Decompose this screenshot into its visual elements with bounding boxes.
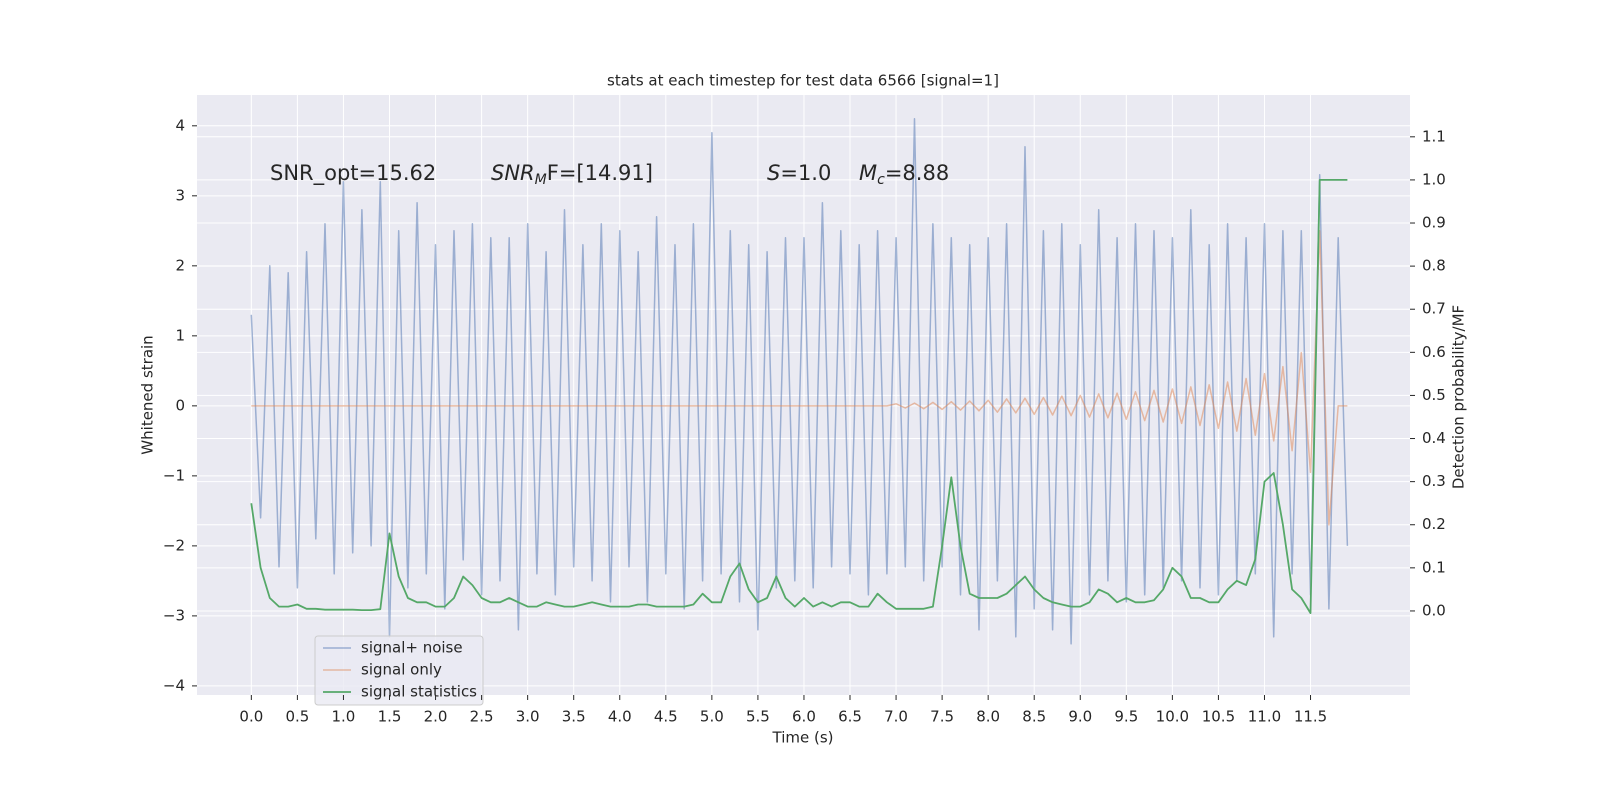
y-tick-label: 4 bbox=[175, 116, 185, 134]
annotations: SNR_opt=15.62 SNRMF=[14.91] S=1.0 Mc=8.88 bbox=[270, 161, 949, 188]
annotation-text: =8.88 bbox=[885, 161, 949, 185]
y-tick-label: 2 bbox=[175, 256, 185, 274]
chart-title: stats at each timestep for test data 656… bbox=[607, 72, 999, 90]
y2-tick-label: 0.6 bbox=[1422, 343, 1446, 361]
legend: signal+ noise signal only signal statistic… bbox=[314, 635, 484, 706]
x-tick-label: 3.0 bbox=[516, 708, 540, 726]
annotation-symbol: SNR bbox=[491, 161, 535, 185]
y2-tick-label: 0.3 bbox=[1422, 472, 1446, 490]
y-tick-label: 1 bbox=[175, 326, 185, 344]
x-tick-label: 7.0 bbox=[884, 708, 908, 726]
annotation-text: =1.0 bbox=[780, 161, 831, 185]
y2-tick-label: 0.8 bbox=[1422, 257, 1446, 275]
x-tick-label: 2.5 bbox=[470, 708, 494, 726]
x-tick-label: 9.5 bbox=[1114, 708, 1138, 726]
y-tick-label: 3 bbox=[175, 186, 185, 204]
x-tick-label: 5.0 bbox=[700, 708, 724, 726]
y-tick-label: 0 bbox=[175, 396, 185, 414]
legend-label: signal statistics bbox=[361, 683, 477, 701]
x-tick-label: 10.0 bbox=[1156, 708, 1189, 726]
x-tick-label: 11.5 bbox=[1294, 708, 1327, 726]
annotation: S=1.0 bbox=[767, 161, 831, 185]
series-line bbox=[250, 118, 1349, 645]
series-line bbox=[251, 230, 1348, 526]
annotation-symbol: S bbox=[767, 161, 780, 185]
legend-label: signal+ noise bbox=[361, 639, 463, 657]
series-line bbox=[250, 179, 1348, 614]
legend-label: signal only bbox=[361, 661, 442, 679]
marks bbox=[250, 118, 1349, 645]
annotation-symbol: M bbox=[859, 161, 877, 185]
x-tick-label: 0.5 bbox=[285, 708, 309, 726]
x-tick-label: 8.5 bbox=[1022, 708, 1046, 726]
y-tick-label: −4 bbox=[163, 676, 185, 694]
x-tick-label: 8.0 bbox=[976, 708, 1000, 726]
y2-tick-label: 0.5 bbox=[1422, 386, 1446, 404]
y2-tick-label: 0.9 bbox=[1422, 214, 1446, 232]
x-tick-label: 6.5 bbox=[838, 708, 862, 726]
y-tick-label: −2 bbox=[163, 536, 185, 554]
y-tick-label: −1 bbox=[163, 466, 185, 484]
y2-axis-label: Detection probability/MF bbox=[1450, 305, 1468, 489]
y2-tick-label: 0.4 bbox=[1422, 429, 1446, 447]
annotation: SNRMF=[14.91] bbox=[491, 161, 653, 188]
x-tick-label: 0.0 bbox=[239, 708, 263, 726]
y2-tick-label: 0.2 bbox=[1422, 515, 1446, 533]
x-tick-label: 6.0 bbox=[792, 708, 816, 726]
annotation: SNR_opt=15.62 bbox=[270, 161, 436, 186]
x-tick-label: 4.5 bbox=[654, 708, 678, 726]
x-tick-label: 7.5 bbox=[930, 708, 954, 726]
x-tick-label: 1.0 bbox=[332, 708, 356, 726]
annotation-subscript: c bbox=[877, 172, 885, 188]
y2-tick-label: 1.1 bbox=[1422, 127, 1446, 145]
x-tick-label: 2.0 bbox=[424, 708, 448, 726]
y-axis-label: Whitened strain bbox=[139, 335, 157, 454]
annotation-text: SNR_opt=15.62 bbox=[270, 161, 436, 186]
y2-tick-label: 1.0 bbox=[1422, 170, 1446, 188]
x-tick-label: 3.5 bbox=[562, 708, 586, 726]
x-tick-label: 5.5 bbox=[746, 708, 770, 726]
legend-box bbox=[314, 635, 484, 706]
x-tick-label: 1.5 bbox=[378, 708, 402, 726]
y2-tick-label: 0.7 bbox=[1422, 300, 1446, 318]
y2-tick-label: 0.0 bbox=[1422, 601, 1446, 619]
x-tick-label: 9.0 bbox=[1068, 708, 1092, 726]
y2-tick-label: 0.1 bbox=[1422, 558, 1446, 576]
x-tick-label: 11.0 bbox=[1248, 708, 1281, 726]
annotation-subscript: M bbox=[535, 172, 547, 188]
annotation: Mc=8.88 bbox=[859, 161, 949, 188]
annotation-text: F=[14.91] bbox=[547, 161, 653, 185]
x-tick-label: 4.0 bbox=[608, 708, 632, 726]
x-axis-label: Time (s) bbox=[772, 729, 834, 747]
x-tick-label: 10.5 bbox=[1202, 708, 1235, 726]
y-tick-label: −3 bbox=[163, 606, 185, 624]
